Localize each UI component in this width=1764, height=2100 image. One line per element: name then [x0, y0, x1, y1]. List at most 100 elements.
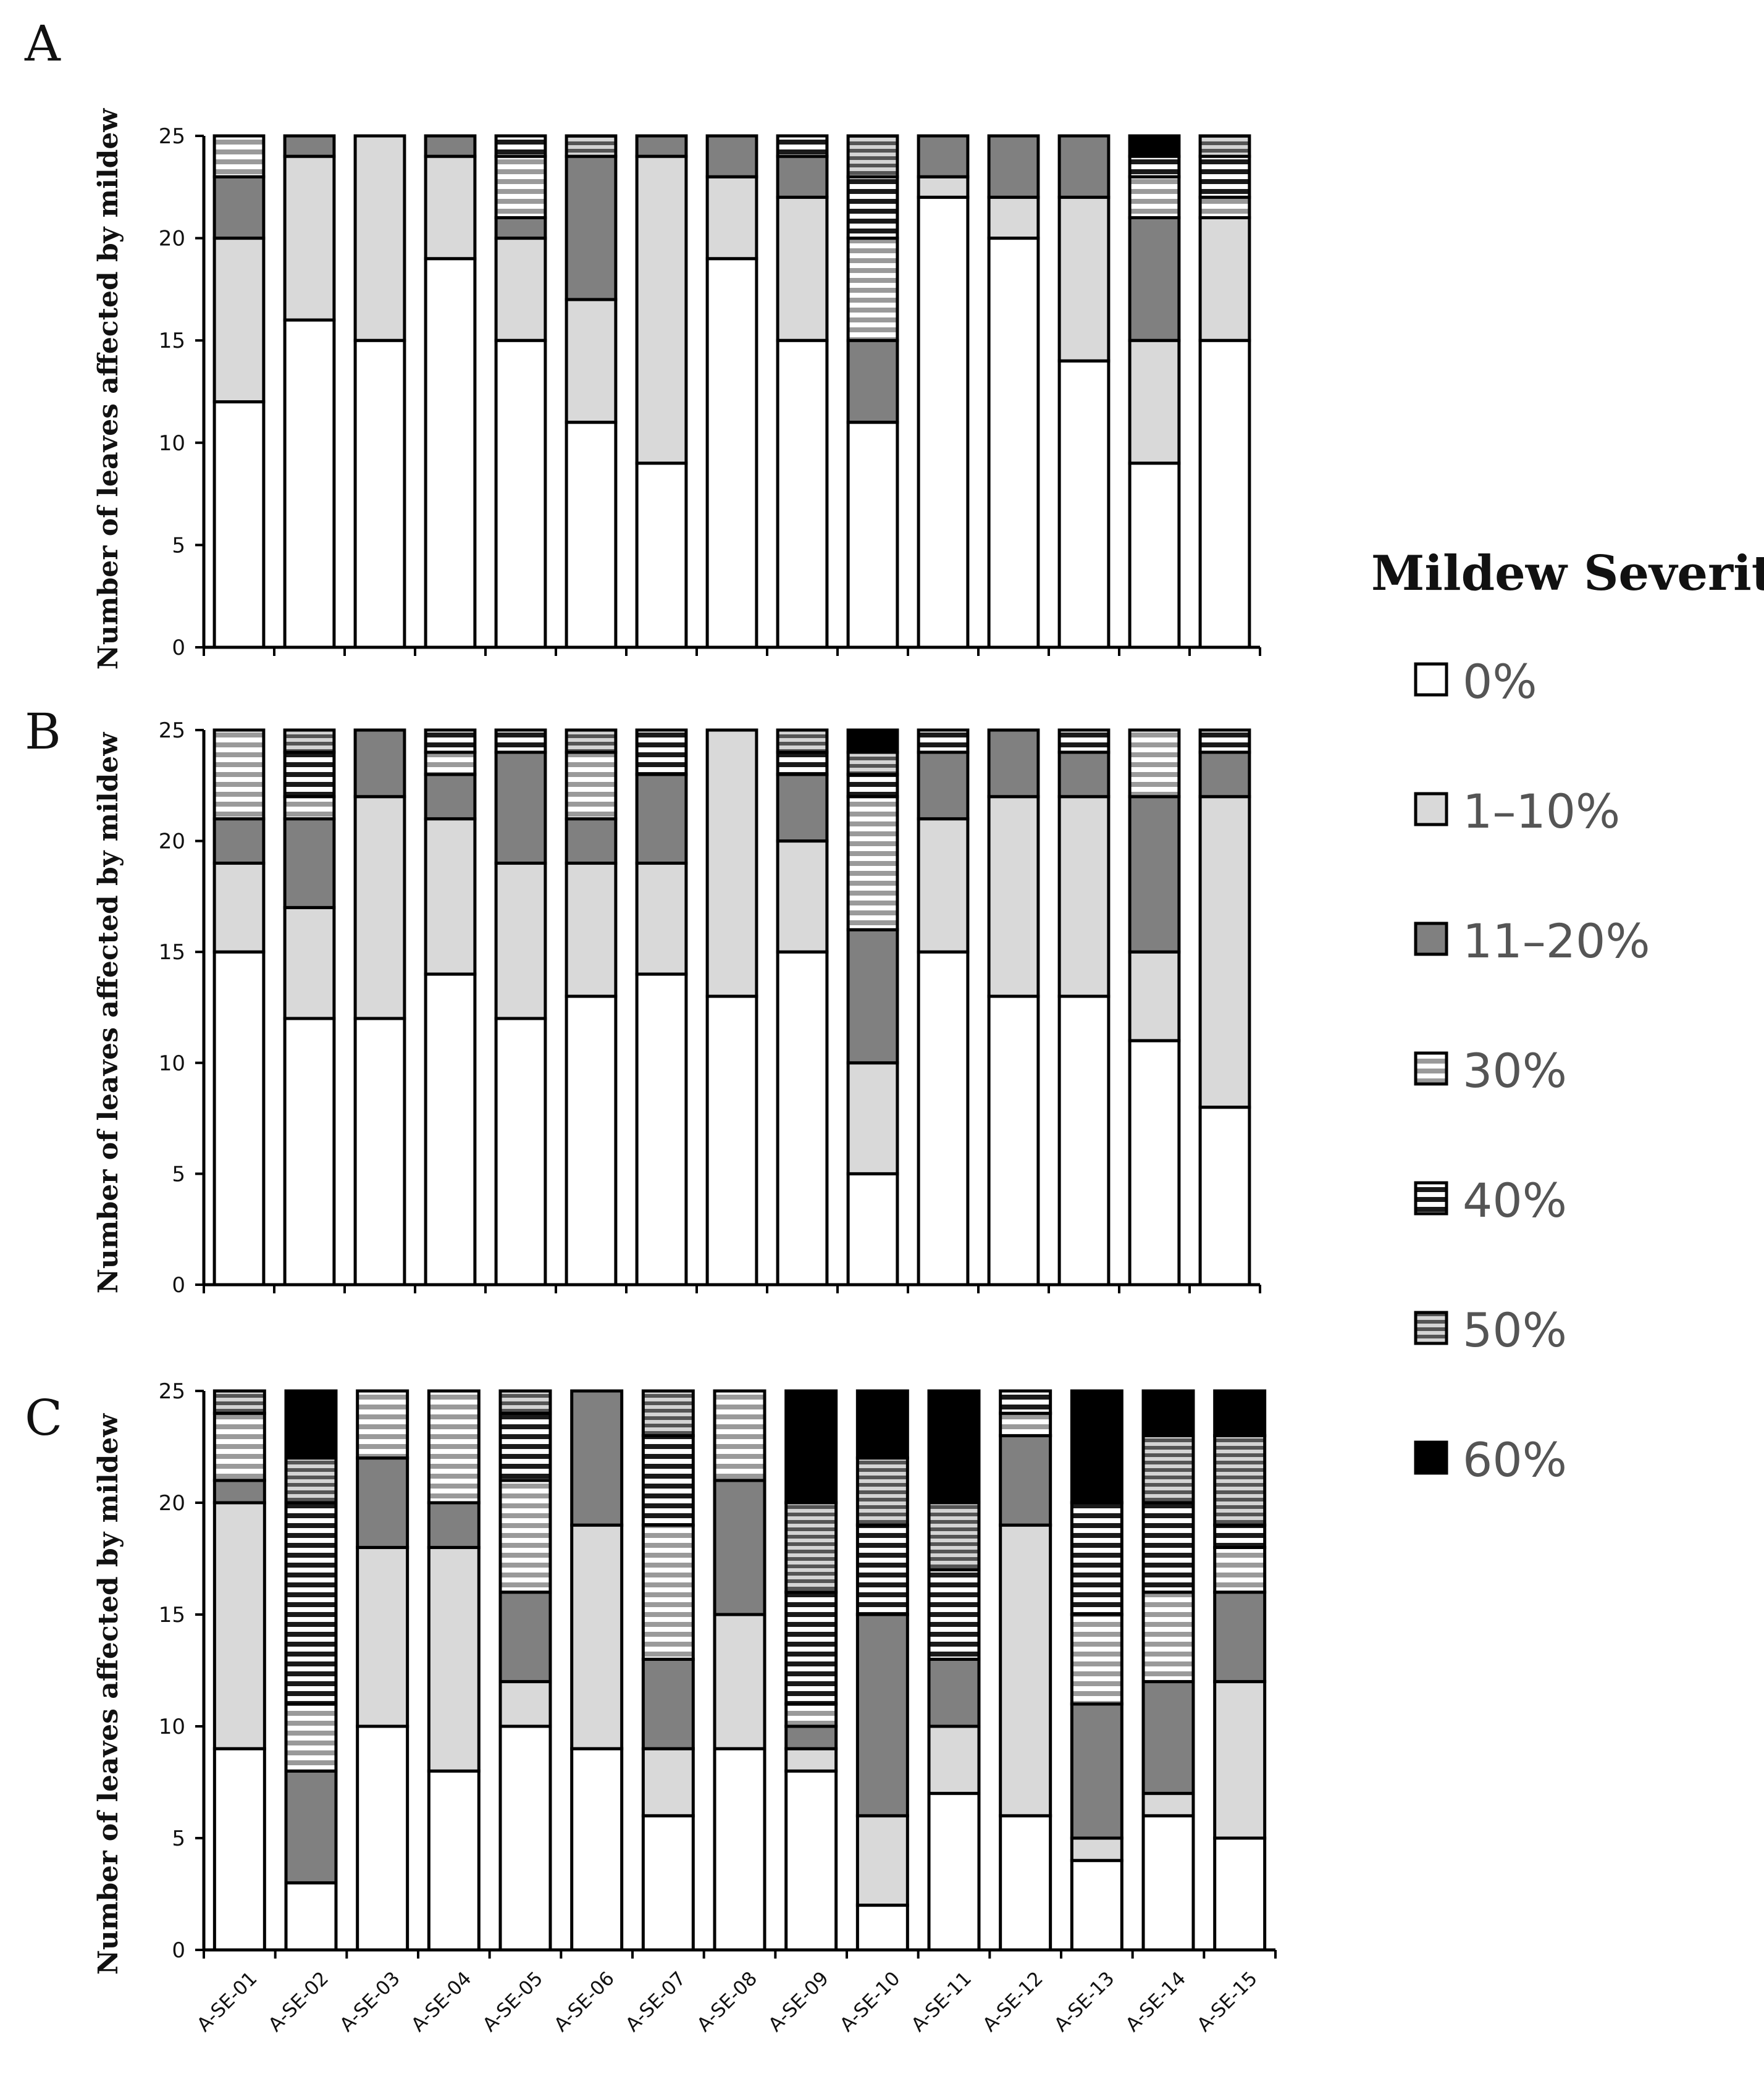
panel-c-bar-a-se-03-seg-3 — [356, 1389, 410, 1460]
panel-b-bar-a-se-10-seg-2 — [846, 928, 899, 1065]
panel-a-bar-a-se-13-seg-2 — [1057, 134, 1111, 199]
panel-b-bar-a-se-02-seg-5 — [283, 728, 336, 754]
panel-b-bar-a-se-15-seg-0 — [1198, 1106, 1251, 1287]
panel-c-bar-a-se-15-seg-6 — [1213, 1389, 1267, 1437]
legend-label-5: 50% — [1463, 1303, 1567, 1358]
panel-b-bar-a-se-11-seg-1 — [917, 817, 970, 954]
panel-a-bar-a-se-12-seg-2 — [987, 134, 1040, 199]
panel-a-bar-a-se-08-seg-1 — [705, 175, 758, 261]
panel-c-bar-a-se-08-seg-1 — [713, 1613, 766, 1750]
panel-c-bar-a-se-09-seg-5 — [784, 1501, 838, 1594]
panel-b-bar-a-se-02-seg-0 — [283, 1017, 336, 1287]
panel-b-bar-a-se-09-seg-0 — [776, 950, 829, 1287]
panel-b-bar-a-se-14-seg-2 — [1128, 795, 1181, 954]
panel-c-bar-a-se-03-seg-1 — [356, 1545, 410, 1728]
panel-b-bar-a-se-07-seg-0 — [635, 972, 688, 1287]
panel-b-chart: 0 5 10 15 20 25 — [159, 718, 1261, 1298]
panel-b-bar-a-se-02-seg-1 — [283, 905, 336, 1020]
panel-a-bar-a-se-13-seg-0 — [1057, 359, 1111, 649]
panel-c-bar-a-se-11-seg-5 — [927, 1501, 981, 1572]
panel-a-bar-a-se-05-seg-3 — [494, 154, 547, 219]
legend-swatch-0 — [1414, 662, 1448, 697]
panel-c-bar-a-se-04-seg-3 — [427, 1389, 481, 1505]
panel-b-bar-a-se-10-seg-1 — [846, 1061, 899, 1175]
panel-b-bar-a-se-08-seg-0 — [705, 994, 758, 1287]
panel-c-bar-a-se-15-seg-1 — [1213, 1680, 1267, 1840]
panel-b-bar-a-se-10-seg-6 — [846, 728, 899, 754]
panel-a-bar-a-se-10-seg-4 — [846, 175, 899, 240]
panel-c-bar-a-se-09-seg-0 — [784, 1769, 838, 1952]
panel-c-bar-a-se-08-seg-3 — [713, 1389, 766, 1482]
panel-c-bar-a-se-09-seg-2 — [784, 1724, 838, 1750]
panel-c-bar-a-se-14-seg-4 — [1141, 1501, 1195, 1594]
panel-b-ytick-label: 10 — [159, 1051, 185, 1076]
panel-b-bar-a-se-04-seg-1 — [424, 817, 477, 976]
legend-swatch-4 — [1414, 1181, 1448, 1216]
panel-b-bar-a-se-12-seg-0 — [987, 994, 1040, 1287]
panel-c-bar-a-se-14-seg-6 — [1141, 1389, 1195, 1437]
panel-a-bar-a-se-07-seg-0 — [635, 461, 688, 649]
panel-c-xtick-label: A-SE-11 — [907, 1967, 976, 2036]
panel-a-ylabel: Number of leaves affected by mildew — [93, 108, 124, 670]
panel-a-bar-a-se-12-seg-1 — [987, 195, 1040, 240]
panel-c-bar-a-se-11-seg-6 — [927, 1389, 981, 1505]
panel-b-bar-a-se-12-seg-2 — [987, 728, 1040, 799]
panel-b-bar-a-se-06-seg-1 — [565, 862, 618, 998]
panel-c-bar-a-se-13-seg-1 — [1070, 1836, 1124, 1862]
panel-c-bar-a-se-15-seg-3 — [1213, 1545, 1267, 1594]
panel-b-ytick-label: 5 — [172, 1162, 185, 1186]
panel-c-bar-a-se-11-seg-1 — [927, 1724, 981, 1796]
panel-a-bar-a-se-10-seg-2 — [846, 338, 899, 424]
panel-a-bar-a-se-11-seg-2 — [917, 134, 970, 178]
panel-a-bar-a-se-11-seg-0 — [917, 195, 970, 649]
panel-b-bar-a-se-08-seg-1 — [705, 728, 758, 998]
panel-a-bar-a-se-10-seg-3 — [846, 237, 899, 342]
panel-a-bar-a-se-11-seg-1 — [917, 175, 970, 199]
panel-c-ytick-label: 25 — [159, 1379, 185, 1404]
panel-c-bar-a-se-07-seg-4 — [641, 1434, 695, 1527]
panel-b-bar-a-se-06-seg-2 — [565, 817, 618, 865]
panel-c-bar-a-se-15-seg-2 — [1213, 1590, 1267, 1684]
panel-a-bar-a-se-04-seg-1 — [424, 154, 477, 261]
panel-c-bar-a-se-01-seg-0 — [212, 1747, 266, 1952]
panel-b-ytick-label: 0 — [172, 1273, 185, 1298]
panel-b-bar-a-se-02-seg-2 — [283, 817, 336, 909]
panel-c-bar-a-se-09-seg-4 — [784, 1590, 838, 1706]
panel-a-bar-a-se-13-seg-1 — [1057, 195, 1111, 363]
panel-a-bar-a-se-15-seg-5 — [1198, 134, 1251, 158]
panel-b-bar-a-se-14-seg-0 — [1128, 1039, 1181, 1287]
panel-b-bar-a-se-05-seg-2 — [494, 750, 547, 865]
panel-letter-a: A — [24, 15, 61, 72]
panel-c-bar-a-se-02-seg-0 — [284, 1881, 338, 1952]
panel-c-xtick-label: A-SE-14 — [1122, 1967, 1190, 2036]
panel-c-bar-a-se-09-seg-6 — [784, 1389, 838, 1505]
panel-c-bar-a-se-11-seg-0 — [927, 1792, 981, 1952]
panel-b-bar-a-se-13-seg-1 — [1057, 795, 1111, 998]
panel-a-chart: 0 5 10 15 20 25 — [159, 124, 1261, 660]
panel-b-bar-a-se-06-seg-0 — [565, 994, 618, 1287]
panel-b-bar-a-se-10-seg-0 — [846, 1172, 899, 1287]
panel-c-bar-a-se-06-seg-0 — [570, 1747, 624, 1952]
panel-a-bar-a-se-04-seg-2 — [424, 134, 477, 158]
panel-b-bar-a-se-07-seg-2 — [635, 773, 688, 865]
panel-c-ytick-label: 5 — [172, 1826, 185, 1851]
panel-c-bar-a-se-05-seg-0 — [498, 1724, 552, 1952]
panel-c-ytick-label: 15 — [159, 1603, 185, 1628]
panel-a-bar-a-se-09-seg-4 — [776, 134, 829, 158]
panel-c-bar-a-se-02-seg-4 — [284, 1501, 338, 1706]
panel-a-bar-a-se-02-seg-1 — [283, 154, 336, 322]
panel-b-bar-a-se-04-seg-3 — [424, 750, 477, 776]
panel-c-bar-a-se-14-seg-3 — [1141, 1590, 1195, 1684]
panel-a-bar-a-se-01-seg-1 — [212, 237, 266, 404]
panel-c-bar-a-se-14-seg-5 — [1141, 1434, 1195, 1505]
panel-a-bar-a-se-08-seg-2 — [705, 134, 758, 178]
panel-a-bar-a-se-09-seg-2 — [776, 154, 829, 199]
legend-swatch-6 — [1414, 1440, 1448, 1475]
panel-c-xtick-label: A-SE-01 — [193, 1967, 261, 2036]
panel-c-bar-a-se-15-seg-0 — [1213, 1836, 1267, 1952]
panel-a-bar-a-se-06-seg-1 — [565, 298, 618, 424]
panel-c-bar-a-se-05-seg-2 — [498, 1590, 552, 1684]
panel-a-bar-a-se-01-seg-3 — [212, 134, 266, 178]
panel-c-bar-a-se-02-seg-3 — [284, 1702, 338, 1773]
panel-c-bar-a-se-02-seg-6 — [284, 1389, 338, 1460]
